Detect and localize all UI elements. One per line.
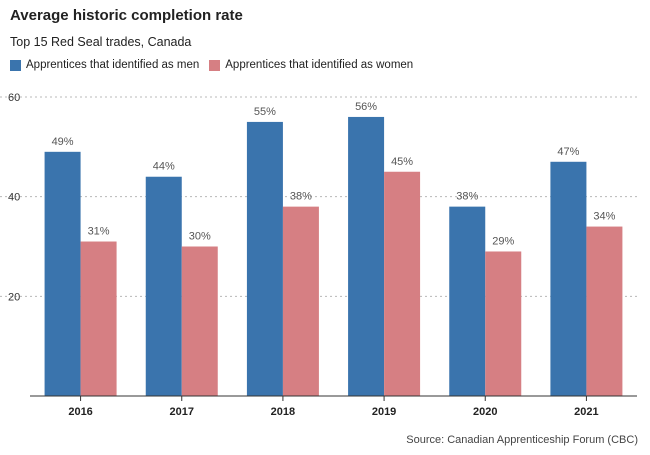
y-tick-label: 20 — [8, 291, 20, 303]
bar-men-2016 — [44, 151, 81, 396]
data-label: 49% — [52, 136, 74, 148]
y-tick-label: 60 — [8, 92, 20, 104]
bar-women-2018 — [282, 206, 319, 396]
bar-women-2016 — [80, 241, 117, 396]
data-label: 47% — [557, 146, 579, 158]
bar-women-2020 — [485, 251, 522, 396]
chart-title: Average historic completion rate — [10, 7, 243, 24]
legend: Apprentices that identified as men Appre… — [10, 59, 423, 71]
data-label: 38% — [290, 191, 312, 203]
legend-swatch-men — [10, 59, 21, 71]
bar-men-2020 — [449, 206, 486, 396]
data-label: 29% — [492, 235, 514, 247]
chart-subtitle: Top 15 Red Seal trades, Canada — [10, 35, 192, 49]
legend-item-women: Apprentices that identified as women — [209, 59, 413, 71]
bar-women-2019 — [384, 171, 421, 396]
bar-men-2019 — [348, 116, 385, 396]
x-tick-label: 2018 — [271, 406, 295, 418]
legend-item-men: Apprentices that identified as men — [10, 59, 199, 71]
x-tick-label: 2021 — [574, 406, 598, 418]
x-tick-label: 2019 — [372, 406, 396, 418]
data-label: 34% — [593, 211, 615, 223]
bar-women-2021 — [586, 226, 623, 396]
x-tick-label: 2017 — [170, 406, 194, 418]
bar-men-2017 — [145, 176, 182, 396]
data-label: 55% — [254, 106, 276, 118]
x-tick-label: 2016 — [68, 406, 92, 418]
legend-label-men: Apprentices that identified as men — [26, 59, 200, 71]
legend-swatch-women — [209, 59, 221, 71]
bar-men-2018 — [246, 121, 283, 397]
x-tick-label: 2020 — [473, 406, 497, 418]
data-label: 30% — [189, 231, 211, 243]
data-label: 56% — [355, 101, 377, 113]
data-label: 31% — [88, 226, 110, 238]
source-note: Source: Canadian Apprenticeship Forum (C… — [406, 434, 638, 446]
bar-women-2017 — [181, 246, 218, 396]
data-label: 44% — [153, 161, 175, 173]
data-label: 45% — [391, 156, 413, 168]
legend-label-women: Apprentices that identified as women — [225, 59, 414, 71]
data-label: 38% — [456, 191, 478, 203]
bar-men-2021 — [550, 161, 587, 396]
y-tick-label: 40 — [8, 192, 20, 204]
